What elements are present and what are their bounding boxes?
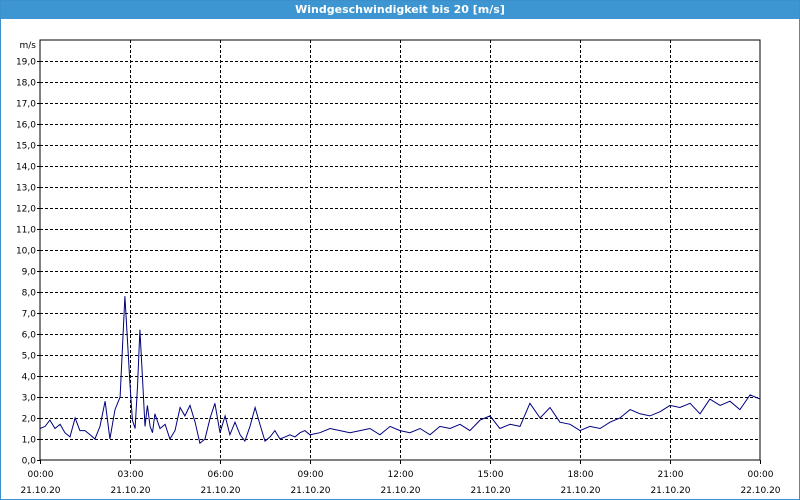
x-tick-time-label: 15:00 — [478, 470, 504, 480]
x-tick-date-label: 21.10.20 — [470, 486, 510, 496]
x-tick-date-label: 21.10.20 — [20, 486, 60, 496]
y-tick-label: 15,0 — [16, 142, 36, 152]
x-tick-time-label: 06:00 — [208, 470, 234, 480]
y-tick-label: 14,0 — [16, 163, 36, 173]
x-tick-date-label: 21.10.20 — [380, 486, 420, 496]
y-tick-label: 16,0 — [16, 121, 36, 131]
x-tick-time-label: 12:00 — [388, 470, 414, 480]
wind-speed-series-line — [39, 296, 761, 445]
y-tick-label: 7,0 — [22, 310, 37, 320]
y-tick-label: 9,0 — [22, 268, 37, 278]
y-tick-label: 8,0 — [22, 289, 37, 299]
y-tick-label: 3,0 — [22, 394, 37, 404]
y-tick-label: 4,0 — [22, 373, 37, 383]
y-tick-label: 19,0 — [16, 58, 36, 68]
x-tick-date-label: 21.10.20 — [560, 486, 600, 496]
x-tick-date-label: 21.10.20 — [650, 486, 690, 496]
y-tick-label: 2,0 — [22, 415, 37, 425]
y-axis-unit-label: m/s — [20, 41, 37, 51]
y-tick-label: 12,0 — [16, 205, 36, 215]
y-tick-label: 10,0 — [16, 247, 36, 257]
y-tick-label: 11,0 — [16, 226, 36, 236]
window-title: Windgeschwindigkeit bis 20 [m/s] — [1, 1, 799, 19]
x-tick-date-label: 21.10.20 — [110, 486, 150, 496]
x-tick-date-label: 21.10.20 — [290, 486, 330, 496]
x-tick-time-label: 00:00 — [748, 470, 774, 480]
x-tick-time-label: 18:00 — [568, 470, 594, 480]
x-tick-time-label: 09:00 — [298, 470, 324, 480]
x-tick-date-label: 22.10.20 — [740, 486, 780, 496]
x-tick-time-label: 03:00 — [118, 470, 144, 480]
y-tick-label: 0,0 — [22, 457, 37, 467]
y-tick-label: 6,0 — [22, 331, 37, 341]
x-tick-time-label: 00:00 — [28, 470, 54, 480]
y-tick-label: 13,0 — [16, 184, 36, 194]
x-tick-date-label: 21.10.20 — [200, 486, 240, 496]
y-tick-label: 17,0 — [16, 100, 36, 110]
y-tick-label: 5,0 — [22, 352, 37, 362]
y-tick-label: 18,0 — [16, 79, 36, 89]
x-tick-time-label: 21:00 — [658, 470, 684, 480]
y-tick-label: 1,0 — [22, 436, 37, 446]
